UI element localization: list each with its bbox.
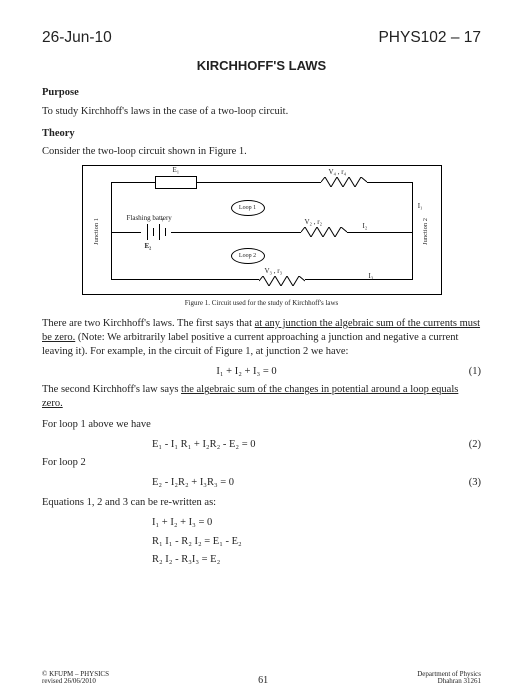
equation-1: I₁ + I₂ + I₃ = 0 (1): [42, 365, 481, 379]
eq-rewrite-3: R₂ I₂ - R₃I₃ = E₂: [42, 553, 481, 567]
i3-label: I₃: [369, 272, 374, 281]
v2r2-label: V₂ , r₂: [305, 218, 323, 227]
v3r3-label: V₃ , r₃: [265, 267, 283, 276]
equation-3: E₂ - I₂R₂ + I₃R₃ = 0 (3): [42, 476, 481, 490]
course-code: PHYS102 – 17: [378, 28, 481, 49]
junction2-label: Junction 2: [422, 218, 431, 245]
figure-1: E₁ V₄ , r₄ + Flashing battery E₂ V₂ , r₂…: [82, 165, 442, 308]
e1-label: E₁: [173, 166, 180, 175]
purpose-heading: Purpose: [42, 86, 481, 100]
i1-label: I₁: [418, 202, 423, 211]
loop2-text: For loop 2: [42, 456, 481, 470]
v4r4-label: V₄ , r₄: [329, 168, 347, 177]
top-header: 26-Jun-10 PHYS102 – 17: [42, 28, 481, 49]
equation-2: E₁ - I₁ R₁ + I₂R₂ - E₂ = 0 (2): [42, 438, 481, 452]
loop1-label: Loop 1: [231, 200, 265, 216]
loop1-text: For loop 1 above we have: [42, 418, 481, 432]
theory-heading: Theory: [42, 127, 481, 141]
footer: © KFUPM – PHYSICS revised 26/06/2010 61 …: [42, 671, 481, 686]
figure-caption: Figure 1. Circuit used for the study of …: [82, 299, 442, 308]
page: 26-Jun-10 PHYS102 – 17 KIRCHHOFF'S LAWS …: [0, 0, 523, 700]
i2-label: I₂: [363, 222, 368, 231]
theory-intro: Consider the two-loop circuit shown in F…: [42, 145, 481, 159]
document-title: KIRCHHOFF'S LAWS: [42, 57, 481, 75]
date: 26-Jun-10: [42, 28, 112, 49]
loop2-label: Loop 2: [231, 248, 265, 264]
footer-left: © KFUPM – PHYSICS revised 26/06/2010: [42, 671, 109, 686]
law2-paragraph: The second Kirchhoff's law says the alge…: [42, 383, 481, 411]
footer-right: Department of Physics Dhahran 31261: [417, 671, 481, 686]
e2-label: E₂: [145, 242, 152, 251]
circuit-diagram: E₁ V₄ , r₄ + Flashing battery E₂ V₂ , r₂…: [82, 165, 442, 295]
rewrite-text: Equations 1, 2 and 3 can be re-written a…: [42, 496, 481, 510]
page-number: 61: [258, 675, 268, 686]
law1-paragraph: There are two Kirchhoff's laws. The firs…: [42, 317, 481, 360]
eq-rewrite-2: R₁ I₁ - R₂ I₂ = E₁ - E₂: [42, 535, 481, 549]
flashing-label: Flashing battery: [127, 214, 172, 223]
eq-rewrite-1: I₁ + I₂ + I₃ = 0: [42, 516, 481, 530]
junction1-label: Junction 1: [93, 218, 102, 245]
purpose-text: To study Kirchhoff's laws in the case of…: [42, 105, 481, 119]
